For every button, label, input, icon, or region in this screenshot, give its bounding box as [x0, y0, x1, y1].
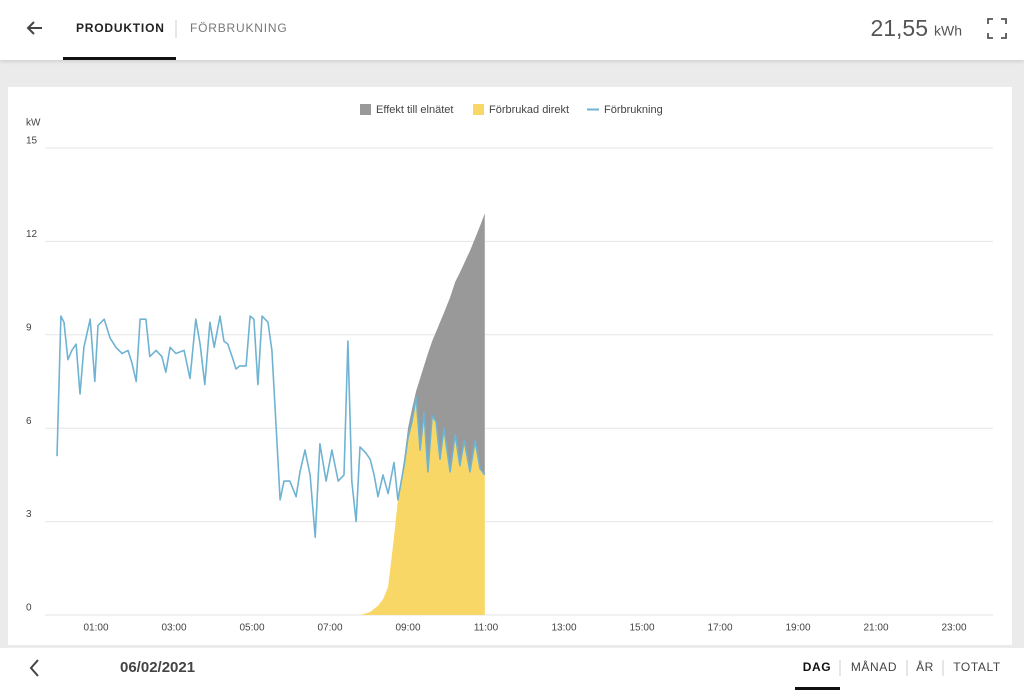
line — [56, 315, 486, 538]
back-button[interactable] — [26, 21, 42, 35]
period-tab[interactable]: TOTALT — [953, 660, 1001, 674]
legend-label: Förbrukning — [604, 104, 663, 116]
x-tick-label: 13:00 — [551, 623, 576, 634]
legend-label: Effekt till elnätet — [376, 104, 453, 116]
y-tick-label: 9 — [26, 322, 32, 333]
x-tick-label: 23:00 — [941, 623, 966, 634]
x-tick-label: 09:00 — [395, 623, 420, 634]
x-tick-label: 19:00 — [785, 623, 810, 634]
legend-label: Förbrukad direkt — [489, 104, 569, 116]
area — [397, 213, 485, 500]
fullscreen-button[interactable] — [987, 18, 1007, 39]
x-tick-label: 17:00 — [707, 623, 732, 634]
period-tab[interactable]: ÅR — [916, 659, 934, 674]
y-tick-label: 15 — [26, 136, 38, 147]
area — [356, 397, 485, 615]
x-tick-label: 15:00 — [629, 623, 654, 634]
y-tick-label: 12 — [26, 229, 38, 240]
total-unit: kWh — [934, 23, 962, 39]
period-tab[interactable]: DAG — [803, 660, 831, 674]
date: 06/02/2021 — [120, 659, 195, 676]
tab[interactable]: FÖRBRUKNING — [190, 21, 287, 35]
top-bar — [0, 0, 1024, 60]
legend-swatch — [360, 104, 371, 115]
chart: kW 0 3 6 9 12 15 01:00 03:00 05:00 07:00 09:00 11:0… — [26, 104, 993, 634]
previous-button[interactable] — [29, 659, 39, 677]
y-tick-label: 6 — [26, 416, 32, 427]
period-indicator — [795, 687, 840, 690]
legend-swatch — [473, 104, 484, 115]
tab[interactable]: PRODUKTION — [76, 21, 165, 35]
x-tick-label: 11:00 — [474, 623, 499, 634]
x-tick-label: 07:00 — [317, 623, 342, 634]
total-value: 21,55 — [870, 15, 928, 41]
x-tick-label: 21:00 — [863, 623, 888, 634]
bottom-bar — [0, 648, 1024, 699]
chart-card — [8, 87, 1012, 645]
y-tick-label: 0 — [26, 603, 32, 614]
tab-indicator — [63, 57, 176, 60]
y-tick-label: 3 — [26, 509, 32, 520]
x-tick-label: 03:00 — [161, 623, 186, 634]
period-tab[interactable]: MÅNAD — [851, 659, 897, 674]
x-tick-label: 05:00 — [239, 623, 264, 634]
x-tick-label: 01:00 — [83, 623, 108, 634]
y-axis-label: kW — [26, 118, 41, 129]
